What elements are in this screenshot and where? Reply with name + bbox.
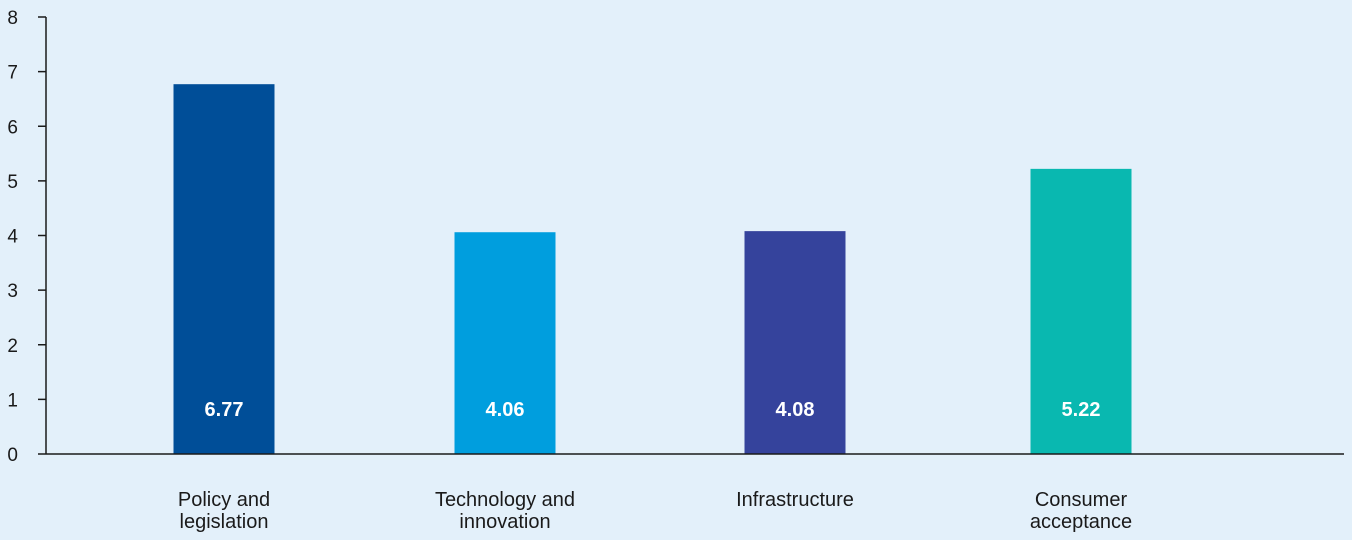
bar-value-label: 6.77	[205, 399, 244, 421]
x-category-label-line: Consumer	[1035, 489, 1128, 511]
bar	[744, 231, 846, 454]
x-category-label: Technology and innovation	[435, 489, 575, 533]
x-axis: Policy and legislation Technology and innov…	[46, 453, 1344, 533]
x-category-label: Policy and legislation	[178, 489, 270, 533]
bar	[454, 232, 556, 454]
x-category-label-line: legislation	[180, 511, 269, 533]
x-category-label-line: Infrastructure	[736, 489, 854, 511]
bar	[1030, 168, 1132, 455]
bar-value-label: 4.08	[776, 399, 815, 421]
y-tick-label: 3	[7, 281, 18, 302]
bars: 6.77 4.06 4.08 5.22	[173, 84, 1132, 455]
y-tick-label: 4	[7, 227, 18, 248]
y-tick-label: 8	[7, 8, 18, 29]
x-category-label-line: innovation	[459, 511, 550, 533]
y-tick-label: 6	[7, 117, 18, 138]
bar-value-label: 4.06	[486, 399, 525, 421]
y-tick-label: 2	[7, 336, 18, 357]
x-category-label-line: acceptance	[1030, 511, 1132, 533]
x-category-label-line: Technology and	[435, 489, 575, 511]
x-category-label-line: Policy and	[178, 489, 270, 511]
bar-value-label: 5.22	[1062, 399, 1101, 421]
y-tick-label: 1	[7, 390, 18, 411]
y-tick-label: 5	[7, 172, 18, 193]
x-category-label: Infrastructure	[736, 489, 854, 511]
bar	[173, 84, 275, 454]
y-axis: 0 1 2 3 4 5 6 7 8	[7, 8, 47, 466]
x-category-label: Consumer acceptance	[1030, 489, 1132, 533]
y-tick-label: 0	[7, 445, 18, 466]
y-tick-label: 7	[7, 63, 18, 84]
